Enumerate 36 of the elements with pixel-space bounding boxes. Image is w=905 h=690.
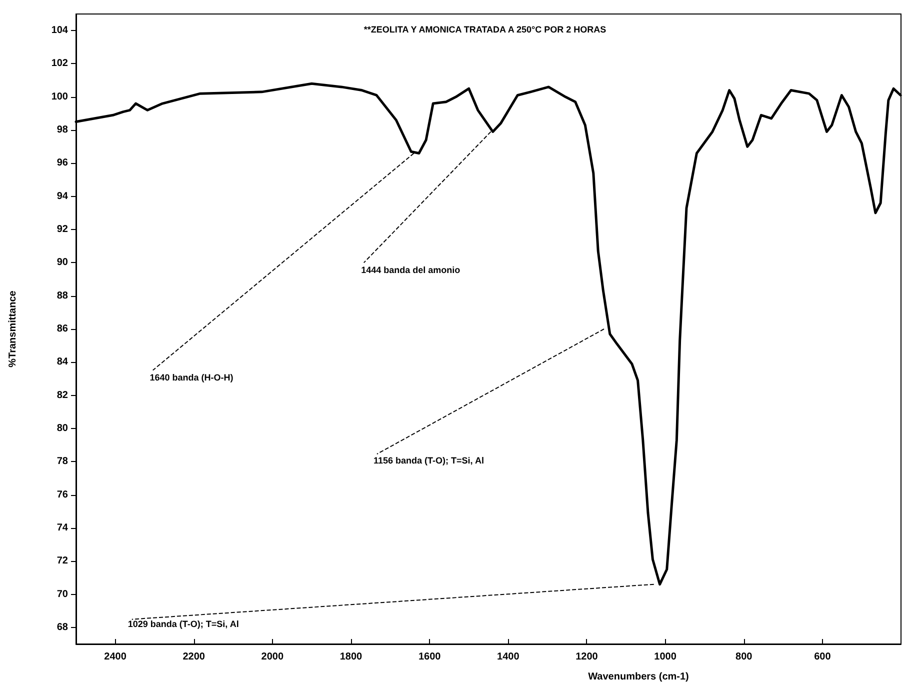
x-tick-label: 1800 xyxy=(340,652,363,662)
y-tick-label: 88 xyxy=(56,290,68,302)
x-tick-label: 2000 xyxy=(261,652,284,662)
y-tick-label: 86 xyxy=(56,324,68,334)
x-tick-label: 2200 xyxy=(182,652,206,662)
y-tick-label: 94 xyxy=(56,190,68,202)
y-tick-label: 68 xyxy=(56,622,68,633)
y-tick-label: 84 xyxy=(56,356,68,368)
x-tick-label: 1200 xyxy=(576,652,598,662)
y-tick-label: 102 xyxy=(51,58,68,70)
y-tick-label: 74 xyxy=(56,522,68,534)
x-tick-label: 800 xyxy=(736,652,753,662)
x-tick-label: 2400 xyxy=(104,652,127,662)
annotation: 1640 banda (H-O-H) xyxy=(150,372,234,382)
annotation: 1444 banda del amonio xyxy=(361,265,461,276)
annotation: 1029 banda (T-O); T=Si, Al xyxy=(128,619,239,630)
y-tick-label: 92 xyxy=(56,224,68,236)
annotation: 1156 banda (T-O); T=Si, Al xyxy=(373,455,484,466)
y-tick-label: 96 xyxy=(56,158,68,169)
x-tick-label: 1600 xyxy=(418,652,442,662)
y-tick-label: 76 xyxy=(56,489,68,500)
y-tick-label: 104 xyxy=(51,25,68,36)
text: **ZEOLITA Y AMONICA TRATADA A 250°C POR 2 HORAS xyxy=(364,24,606,34)
x-tick-label: 600 xyxy=(814,652,832,662)
x-tick-label: 1000 xyxy=(654,652,677,662)
y-tick-label: 82 xyxy=(56,390,68,401)
y-tick-label: 100 xyxy=(51,91,68,102)
x-tick-label: 1400 xyxy=(497,652,520,662)
y-tick-label: 72 xyxy=(56,556,68,567)
y-axis-title: %Transmittance xyxy=(8,290,18,368)
x-axis-title: Wavenumbers (cm-1) xyxy=(588,672,689,682)
y-tick-label: 78 xyxy=(56,456,68,468)
y-tick-label: 90 xyxy=(56,257,68,268)
y-tick-label: 80 xyxy=(56,422,68,434)
y-tick-label: 70 xyxy=(56,588,68,600)
y-tick-label: 98 xyxy=(56,124,68,136)
